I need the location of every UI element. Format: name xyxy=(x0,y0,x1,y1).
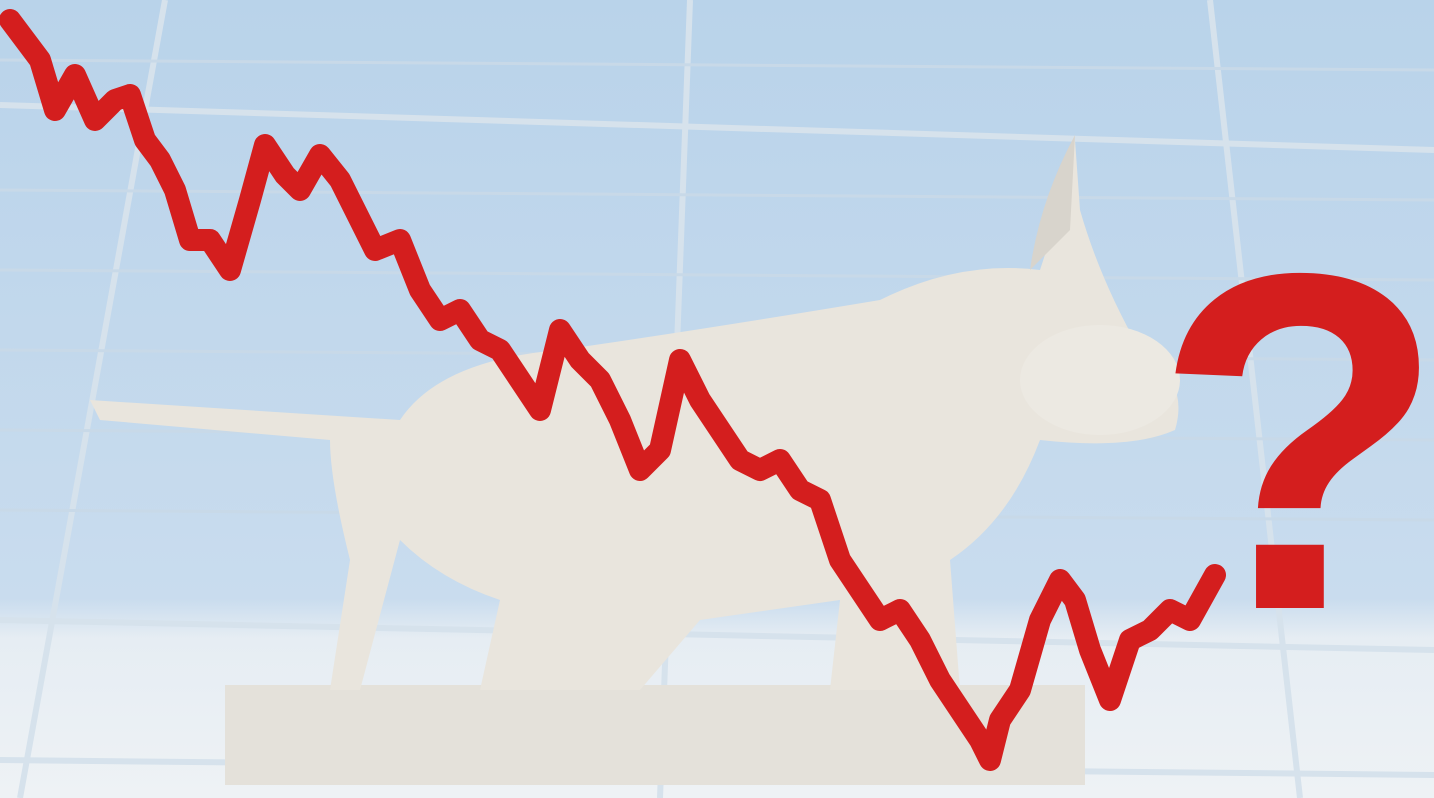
question-mark: ? xyxy=(1153,173,1434,710)
scene: ? xyxy=(0,0,1434,798)
page: ? (() => { const data = JSON.parse(docum… xyxy=(0,0,1434,798)
